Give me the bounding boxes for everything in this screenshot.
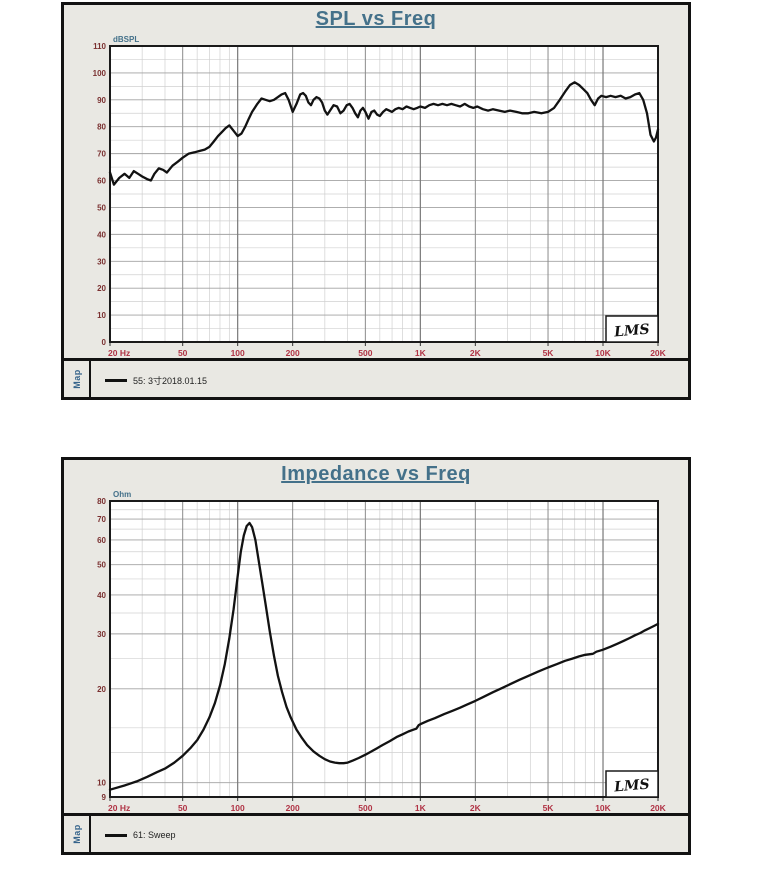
x-tick-marks <box>109 798 659 801</box>
unit-label: dBSPL <box>113 35 139 44</box>
grid-minor <box>110 501 658 797</box>
legend-entry[interactable]: 55: 3寸2018.01.15 <box>91 361 207 397</box>
svg-text:LMS: LMS <box>613 776 651 795</box>
map-tab[interactable]: Map <box>64 816 91 852</box>
svg-text:70: 70 <box>97 515 106 524</box>
legend-label: 61: Sweep <box>133 830 176 840</box>
x-tick-marks <box>109 343 659 346</box>
spl-panel: SPL vs Freq 0 10 20 30 40 50 60 70 80 90 100 110 20 … <box>61 2 691 400</box>
svg-text:30: 30 <box>97 257 106 266</box>
svg-text:50: 50 <box>97 561 106 570</box>
spl-chart-svg: 0 10 20 30 40 50 60 70 80 90 100 110 20 Hz 50 100 200 50… <box>93 35 667 358</box>
grid-major-horizontal <box>110 518 658 784</box>
svg-text:20K: 20K <box>650 803 666 813</box>
svg-text:20 Hz: 20 Hz <box>108 803 130 813</box>
svg-text:10: 10 <box>97 311 106 320</box>
svg-text:60: 60 <box>97 536 106 545</box>
impedance-legend-strip: Map 61: Sweep <box>64 813 688 852</box>
impedance-chart-svg: 9 10 20 30 40 50 60 70 80 20 Hz 50 100 200 500 1K 2K 5K 1… <box>97 490 667 813</box>
svg-text:20: 20 <box>97 685 106 694</box>
svg-text:9: 9 <box>102 793 107 802</box>
svg-text:50: 50 <box>178 803 188 813</box>
grid-major-horizontal <box>110 72 658 316</box>
svg-text:1K: 1K <box>415 803 427 813</box>
map-tab-label: Map <box>71 824 82 844</box>
svg-text:70: 70 <box>97 150 106 159</box>
plot-border <box>109 45 659 343</box>
svg-text:5K: 5K <box>543 348 555 358</box>
svg-text:20K: 20K <box>650 348 666 358</box>
svg-text:10: 10 <box>97 779 106 788</box>
x-tick-labels: 20 Hz 50 100 200 500 1K 2K 5K 10K 20K <box>108 803 667 813</box>
legend-line-swatch <box>105 833 127 837</box>
plot-border <box>109 500 659 798</box>
svg-text:60: 60 <box>97 177 106 186</box>
impedance-panel-title: Impedance vs Freq <box>281 463 471 485</box>
svg-text:100: 100 <box>231 803 245 813</box>
spl-legend-strip: Map 55: 3寸2018.01.15 <box>64 358 688 397</box>
spl-curve <box>108 81 660 186</box>
svg-text:LMS: LMS <box>613 321 651 340</box>
svg-text:80: 80 <box>97 123 106 132</box>
svg-text:2K: 2K <box>470 348 482 358</box>
svg-text:0: 0 <box>102 338 107 347</box>
svg-text:50: 50 <box>97 203 106 212</box>
svg-text:500: 500 <box>358 803 372 813</box>
lms-logo: LMS <box>605 315 659 343</box>
legend-entry[interactable]: 61: Sweep <box>91 816 176 852</box>
svg-text:200: 200 <box>286 348 300 358</box>
svg-text:100: 100 <box>93 69 107 78</box>
legend-label: 55: 3寸2018.01.15 <box>133 375 208 386</box>
svg-text:20 Hz: 20 Hz <box>108 348 130 358</box>
svg-text:100: 100 <box>231 348 245 358</box>
impedance-curve <box>108 521 660 791</box>
svg-text:10K: 10K <box>595 348 611 358</box>
y-tick-labels: 9 10 20 30 40 50 60 70 80 <box>97 497 106 802</box>
svg-text:110: 110 <box>93 42 106 51</box>
svg-text:40: 40 <box>97 230 106 239</box>
svg-text:5K: 5K <box>543 803 555 813</box>
svg-text:2K: 2K <box>470 803 482 813</box>
svg-text:30: 30 <box>97 630 106 639</box>
impedance-panel: Impedance vs Freq 9 10 20 30 40 50 60 70 80 20 Hz… <box>61 457 691 855</box>
x-tick-labels: 20 Hz 50 100 200 500 1K 2K 5K 10K 20K <box>108 348 667 358</box>
grid-major-vertical <box>182 501 604 797</box>
grid-minor <box>110 46 658 342</box>
svg-text:20: 20 <box>97 284 106 293</box>
map-tab[interactable]: Map <box>64 361 91 397</box>
lms-logo: LMS <box>605 770 659 798</box>
svg-text:90: 90 <box>97 96 106 105</box>
svg-text:1K: 1K <box>415 348 427 358</box>
legend-line-swatch <box>105 378 127 382</box>
y-tick-labels: 0 10 20 30 40 50 60 70 80 90 100 110 <box>93 42 107 347</box>
svg-text:10K: 10K <box>595 803 611 813</box>
unit-label: Ohm <box>113 490 131 499</box>
spl-panel-title: SPL vs Freq <box>315 8 437 30</box>
svg-text:80: 80 <box>97 497 106 506</box>
svg-text:50: 50 <box>178 348 188 358</box>
plot-area <box>110 501 658 797</box>
map-tab-label: Map <box>71 369 82 389</box>
svg-text:200: 200 <box>286 803 300 813</box>
svg-text:500: 500 <box>358 348 372 358</box>
svg-text:40: 40 <box>97 591 106 600</box>
